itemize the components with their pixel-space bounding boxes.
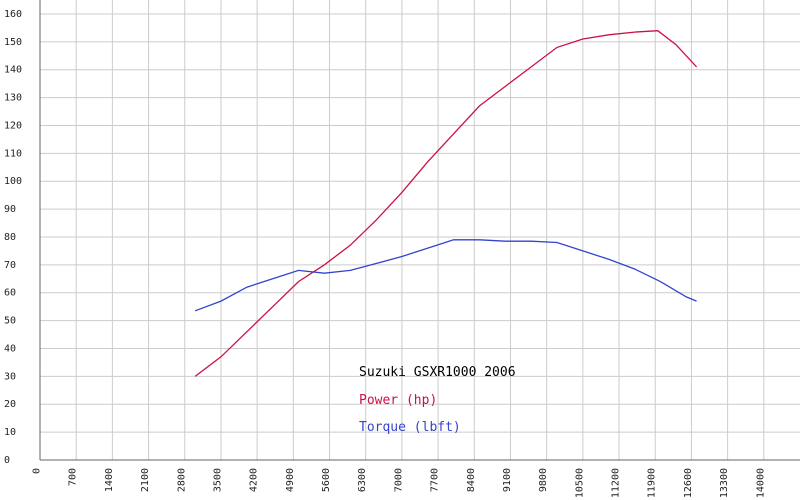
y-tick-label: 120	[4, 120, 22, 131]
x-tick-label: 11900	[647, 468, 658, 498]
x-tick-label: 2100	[140, 468, 151, 492]
y-tick-label: 90	[4, 204, 16, 215]
x-tick-label: 13300	[719, 468, 730, 498]
x-tick-label: 10500	[574, 468, 585, 498]
axes	[39, 0, 800, 461]
series-lines	[194, 30, 698, 377]
chart-title: Suzuki GSXR1000 2006	[359, 365, 516, 380]
y-tick-label: 10	[4, 427, 16, 438]
x-tick-label: 12600	[683, 468, 694, 498]
y-tick-label: 160	[4, 9, 22, 20]
x-tick-label: 4200	[249, 468, 260, 492]
x-tick-label: 4900	[285, 468, 296, 492]
y-tick-label: 60	[4, 288, 16, 299]
x-tick-label: 14000	[755, 468, 766, 498]
legend: Suzuki GSXR1000 2006 Power (hp) Torque (…	[359, 365, 516, 435]
x-tick-label: 0	[32, 468, 43, 474]
y-tick-labels: 0 10 20 30 40 50 60 70 80 90 100 110 120 130 140 150 160	[4, 9, 22, 466]
y-tick-label: 150	[4, 37, 22, 48]
y-tick-label: 100	[4, 176, 22, 187]
series-line-0	[194, 30, 698, 377]
x-tick-label: 9100	[502, 468, 513, 492]
series-line-1	[194, 239, 697, 312]
y-tick-label: 130	[4, 93, 22, 104]
y-tick-label: 140	[4, 65, 22, 76]
x-tick-label: 6300	[357, 468, 368, 492]
x-tick-label: 5600	[321, 468, 332, 492]
y-tick-label: 30	[4, 371, 16, 382]
y-tick-label: 50	[4, 316, 16, 327]
x-tick-label: 2800	[176, 468, 187, 492]
x-tick-label: 7000	[393, 468, 404, 492]
x-tick-label: 3500	[212, 468, 223, 492]
x-tick-label: 9800	[538, 468, 549, 492]
y-tick-label: 80	[4, 232, 16, 243]
legend-torque: Torque (lbft)	[359, 420, 461, 435]
y-tick-label: 20	[4, 399, 16, 410]
y-tick-label: 70	[4, 260, 16, 271]
x-tick-label: 11200	[611, 468, 622, 498]
plot-area	[40, 0, 800, 460]
x-tick-label: 7700	[430, 468, 441, 492]
x-tick-label: 700	[68, 468, 79, 486]
y-tick-label: 0	[4, 455, 10, 466]
x-tick-label: 1400	[104, 468, 115, 492]
legend-power: Power (hp)	[359, 393, 437, 408]
x-tick-labels: 0 700 1400 2100 2800 3500 4200 4900 5600 6300 7000…	[32, 468, 767, 498]
grid	[40, 0, 800, 460]
x-tick-label: 8400	[466, 468, 477, 492]
y-tick-label: 110	[4, 148, 22, 159]
y-tick-label: 40	[4, 343, 16, 354]
